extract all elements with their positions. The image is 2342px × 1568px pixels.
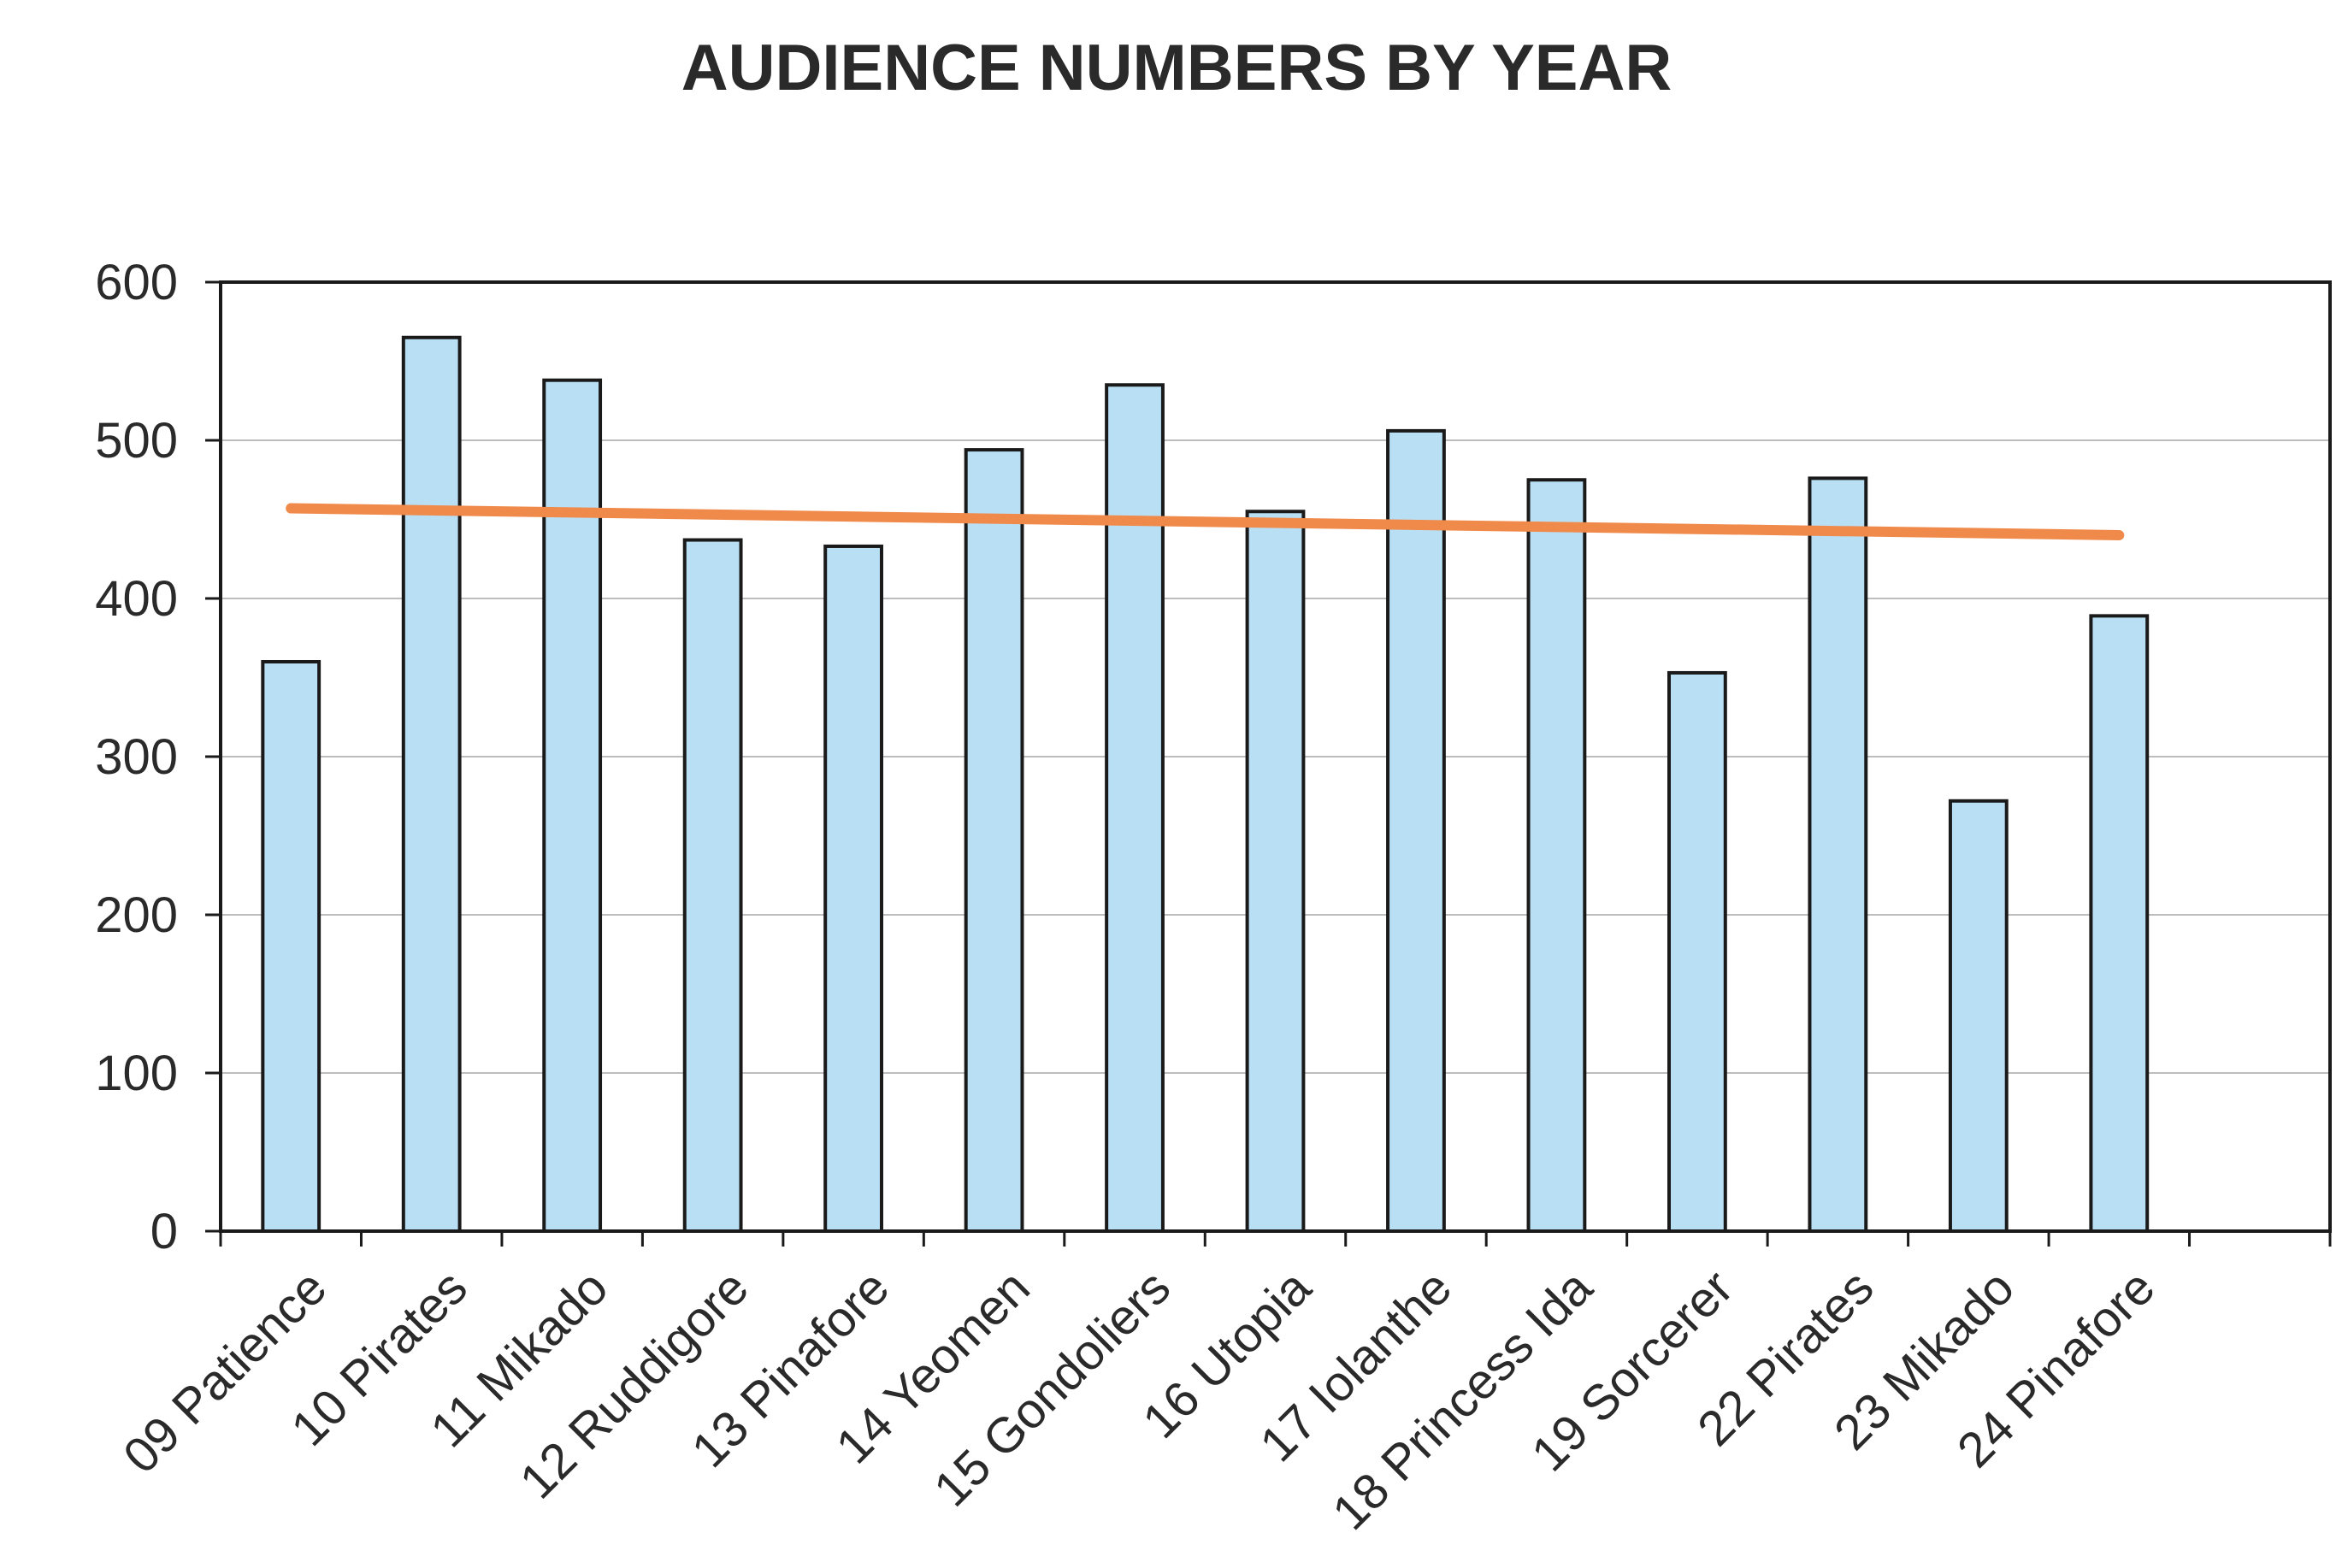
bar — [964, 448, 1024, 1233]
bar — [2089, 614, 2150, 1233]
bar — [1526, 478, 1587, 1233]
y-tick-label: 500 — [95, 413, 178, 469]
bar — [1948, 799, 2009, 1233]
y-tick-label: 0 — [150, 1204, 178, 1259]
bar — [542, 378, 603, 1233]
bar — [682, 538, 743, 1233]
bar — [1667, 670, 1727, 1233]
y-tick-label: 100 — [95, 1046, 178, 1101]
bars — [261, 335, 2150, 1233]
x-tick-label: 09 Patience — [113, 1259, 338, 1484]
bar — [1245, 510, 1306, 1233]
chart-title: AUDIENCE NUMBERS BY YEAR — [681, 32, 1672, 104]
trend-line — [286, 503, 2125, 540]
bar — [261, 660, 322, 1233]
bar — [823, 544, 883, 1233]
y-tick-label: 400 — [95, 571, 178, 627]
y-axis: 0 100 200 300 400 500 600 — [95, 255, 221, 1259]
bar — [1105, 383, 1165, 1233]
trendline — [286, 503, 2125, 540]
y-tick-label: 200 — [95, 887, 178, 943]
y-tick-label: 600 — [95, 255, 178, 310]
bar — [401, 335, 462, 1233]
x-tick-label: 18 Princess Ida — [1322, 1259, 1603, 1541]
bar — [1808, 476, 1868, 1233]
bar — [1386, 428, 1446, 1233]
y-tick-label: 300 — [95, 729, 178, 785]
